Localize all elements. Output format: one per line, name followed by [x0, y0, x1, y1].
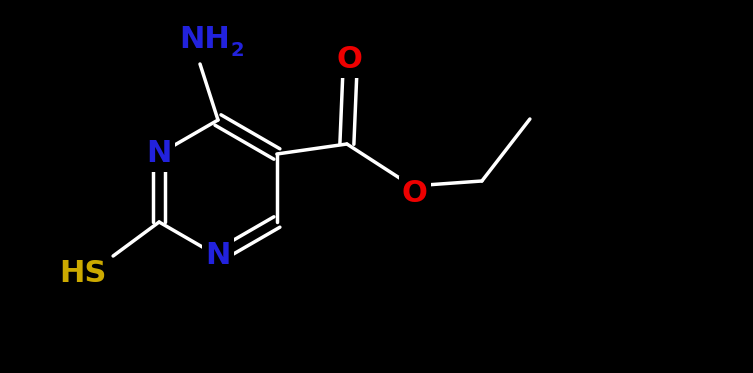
- Text: HS: HS: [59, 260, 107, 288]
- Text: NH: NH: [180, 25, 230, 54]
- Text: N: N: [146, 140, 172, 169]
- Text: O: O: [337, 46, 363, 75]
- Text: O: O: [402, 179, 428, 209]
- Text: 2: 2: [230, 41, 244, 60]
- Text: N: N: [206, 241, 230, 270]
